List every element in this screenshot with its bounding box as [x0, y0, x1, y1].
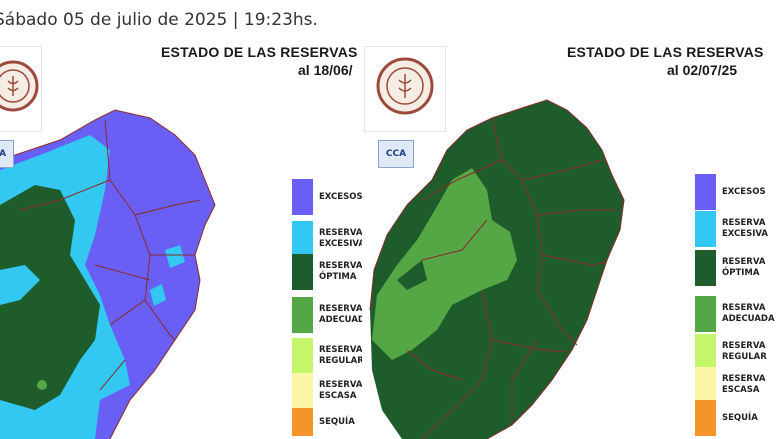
map-panel-second: CCA ESTADO DE LAS RESERVAS al 02/07/25 E…: [362, 40, 781, 439]
legend-swatch: [292, 221, 313, 257]
article-dateline: Sábado 05 de julio de 2025 | 19:23hs.: [0, 10, 318, 30]
legend-swatch: [695, 334, 716, 370]
map-title-first: ESTADO DE LAS RESERVAS: [161, 44, 358, 60]
legend-item-sequia: SEQUÍA: [695, 400, 758, 436]
legend-item-reserva-adecuada: RESERVA ADECUADA: [292, 297, 362, 333]
legend-swatch: [695, 250, 716, 286]
map-title-second: ESTADO DE LAS RESERVAS: [567, 44, 764, 60]
province-map-second: [369, 99, 625, 439]
legend-swatch: [292, 408, 313, 436]
cca-badge-first: CCA: [0, 140, 14, 168]
map-panel-first: CCA ESTADO DE LAS RESERVAS al 18/06/ EXC…: [0, 40, 362, 439]
legend-swatch: [292, 297, 313, 333]
map-date-second: al 02/07/25: [667, 62, 738, 78]
legend-swatch: [695, 174, 716, 210]
cca-badge-second: CCA: [378, 140, 414, 168]
legend-swatch: [695, 400, 716, 436]
map-region-reserva-adecuada: [372, 168, 517, 360]
legend-swatch: [292, 179, 313, 215]
legend-swatch: [695, 296, 716, 332]
legend-item-sequia: SEQUÍA: [292, 408, 355, 436]
legend-item-excesos: EXCESOS: [695, 174, 766, 210]
map-date-first: al 18/06/: [298, 62, 353, 78]
legend-swatch: [292, 254, 313, 290]
province-map-first: [0, 109, 216, 439]
legend-swatch: [695, 211, 716, 247]
legend-item-reserva-regular: RESERVA REGULAR: [695, 334, 767, 370]
map-region-reserva-optima: [0, 185, 100, 410]
legend-item-reserva-adecuada: RESERVA ADECUADA: [695, 296, 775, 332]
legend-item-reserva-excesiva: RESERVA EXCESIVA: [292, 221, 362, 257]
organization-seal-icon: [363, 45, 447, 133]
legend-swatch: [292, 373, 313, 409]
legend-item-reserva-escasa: RESERVA ESCASA: [292, 373, 362, 409]
legend-item-reserva-escasa: RESERVA ESCASA: [695, 367, 765, 403]
legend-item-reserva-optima: RESERVA ÓPTIMA: [292, 254, 362, 290]
legend-item-reserva-optima: RESERVA ÓPTIMA: [695, 250, 765, 286]
legend-item-reserva-excesiva: RESERVA EXCESIVA: [695, 211, 768, 247]
organization-seal-icon: [0, 45, 43, 133]
legend-swatch: [695, 367, 716, 403]
legend-item-excesos: EXCESOS: [292, 179, 362, 215]
legend-item-reserva-regular: RESERVA REGULAR: [292, 338, 362, 374]
legend-swatch: [292, 338, 313, 374]
